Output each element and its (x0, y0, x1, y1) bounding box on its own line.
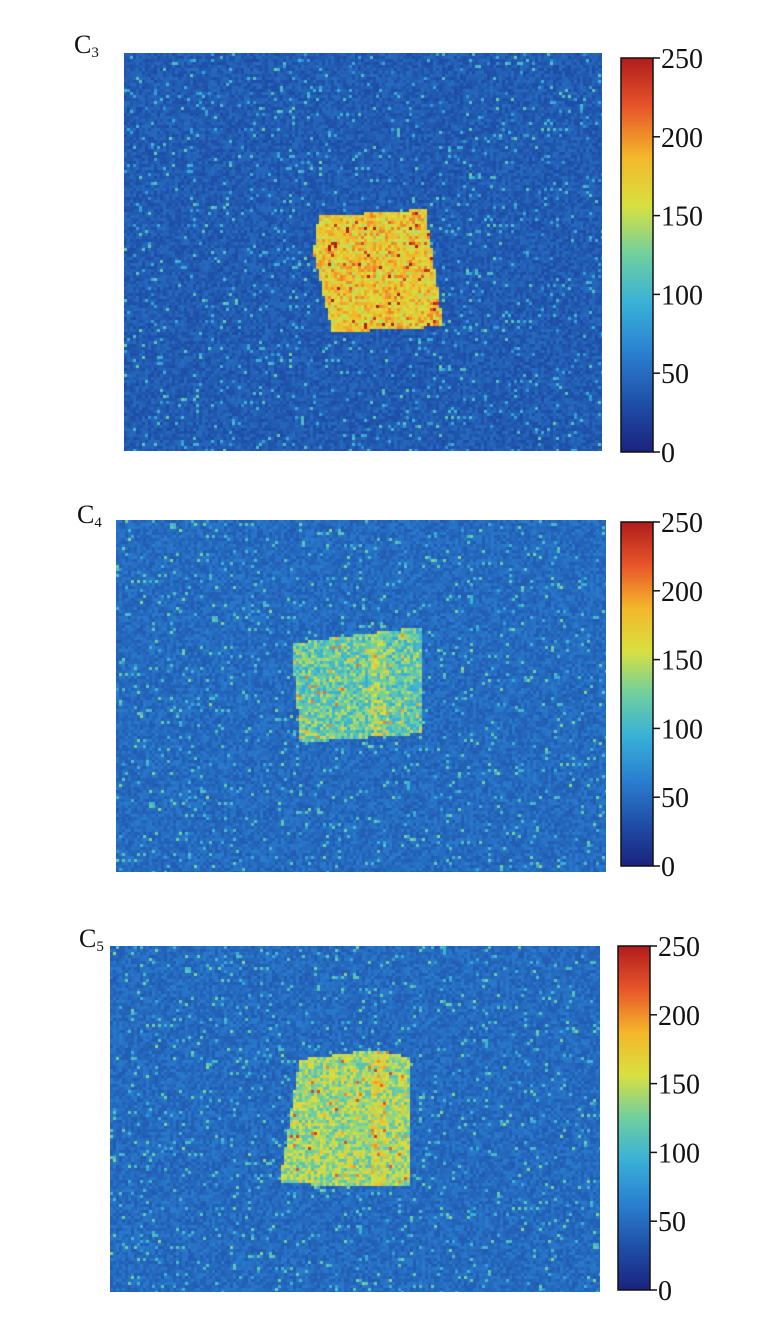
colorbar-tick-label: 200 (661, 123, 703, 154)
colorbar-tick-label: 150 (661, 202, 703, 233)
heatmap-image (110, 946, 600, 1292)
colorbar-tick-label: 200 (661, 577, 703, 608)
panel-label: C4 (77, 500, 102, 531)
colorbar: 0 50 100 150 200 250 (617, 932, 700, 1307)
panel-label: C5 (79, 924, 104, 955)
colorbar-tick-label: 200 (658, 1001, 700, 1032)
panel-c4: C4 0 50 100 150 200 250 (0, 470, 775, 900)
colorbar: 0 50 100 150 200 250 (620, 508, 703, 883)
colorbar-tick-label: 0 (658, 1276, 672, 1307)
colorbar-tick-label: 50 (661, 359, 689, 390)
colorbar: 0 50 100 150 200 250 (620, 44, 703, 469)
heatmap-image (116, 520, 606, 872)
colorbar-tick-label: 150 (661, 646, 703, 677)
colorbar-tick-label: 50 (658, 1207, 686, 1238)
colorbar-tick-label: 0 (661, 438, 675, 469)
colorbar-tick-label: 100 (661, 280, 703, 311)
colorbar-tick-label: 100 (658, 1138, 700, 1169)
panel-c5: C5 0 50 100 150 200 250 (0, 900, 775, 1322)
colorbar-tick-label: 250 (661, 44, 703, 75)
colorbar-tick-label: 0 (661, 852, 675, 883)
panel-c3: C3 0 50 100 150 200 250 (0, 0, 775, 470)
colorbar-tick-label: 50 (661, 783, 689, 814)
colorbar-tick-label: 250 (661, 508, 703, 539)
colorbar-tick-label: 250 (658, 932, 700, 963)
colorbar-gradient (620, 57, 654, 453)
panel-label: C3 (74, 30, 99, 61)
colorbar-gradient (620, 521, 654, 867)
colorbar-tick-label: 150 (658, 1070, 700, 1101)
colorbar-gradient (617, 945, 651, 1291)
colorbar-tick-label: 100 (661, 714, 703, 745)
heatmap-image (124, 53, 602, 451)
